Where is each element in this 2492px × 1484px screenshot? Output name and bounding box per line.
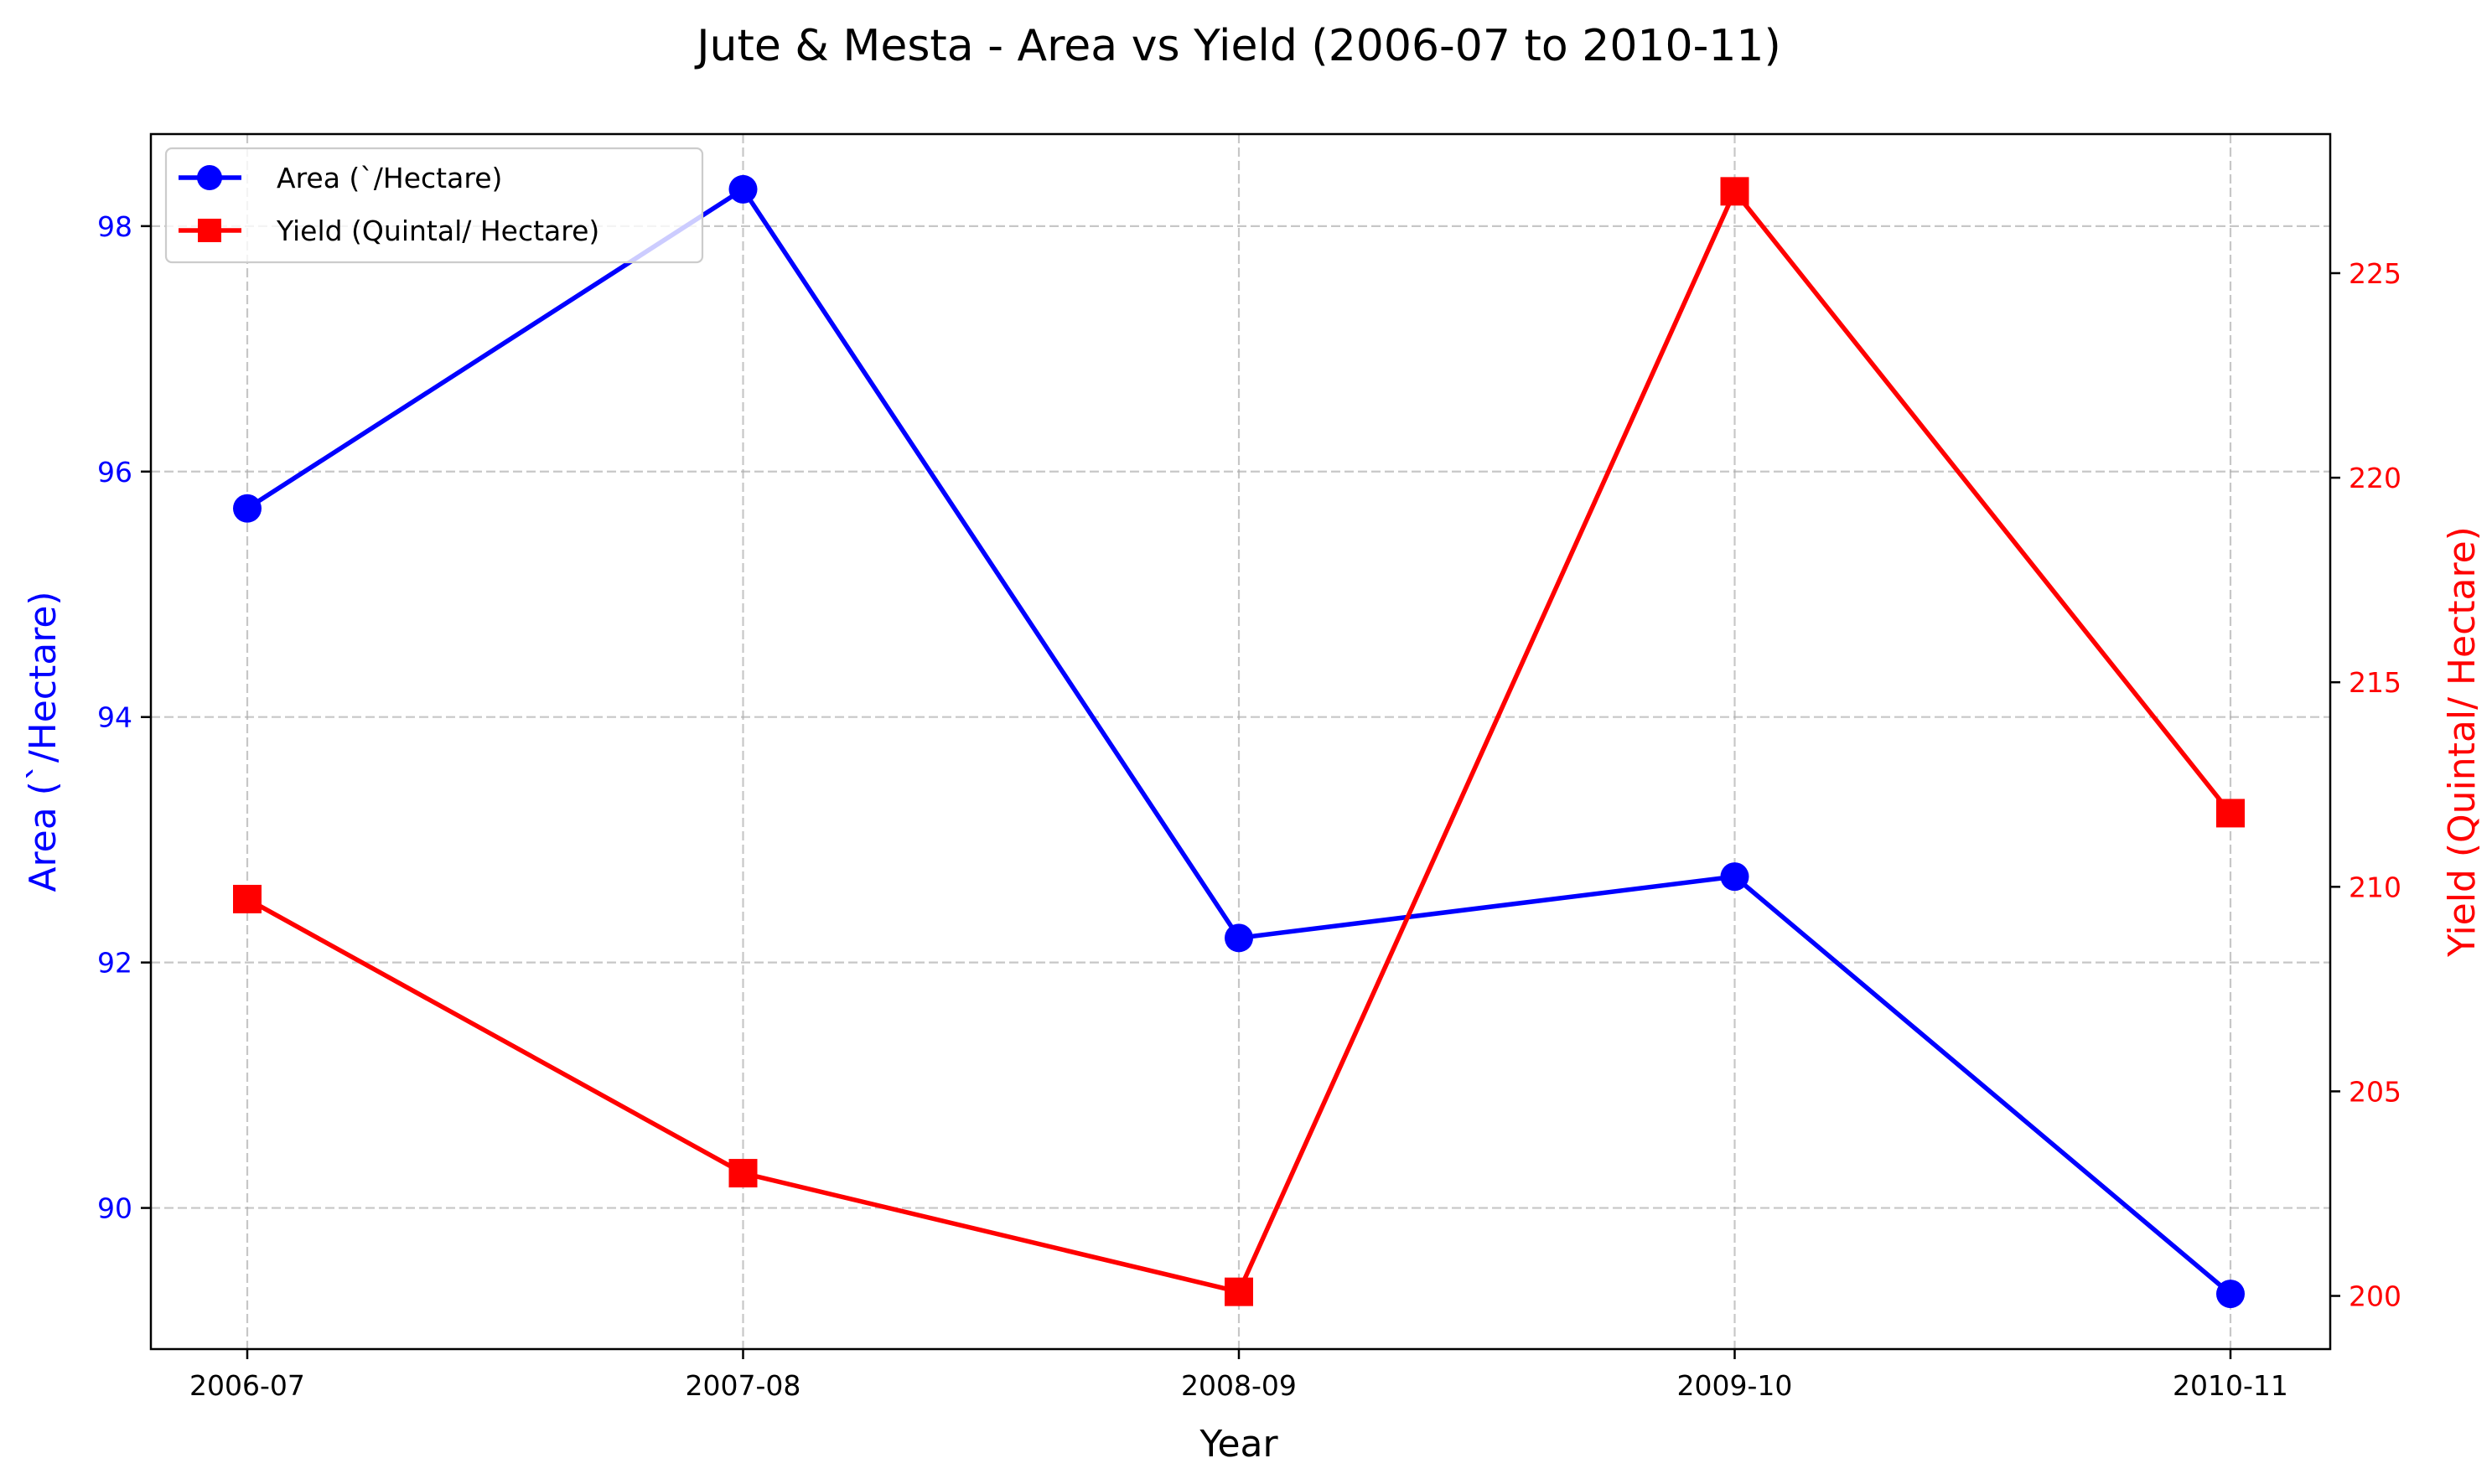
legend-marker-yield (198, 219, 221, 242)
legend: Area (`/Hectare) Yield (Quintal/ Hectare… (164, 147, 704, 264)
y-left-tick-label: 92 (97, 947, 132, 980)
x-tick-label: 2007-08 (686, 1369, 801, 1402)
x-tick-label: 2010-11 (2173, 1369, 2288, 1402)
y-axis-left: 90 92 94 96 98 (97, 210, 151, 1225)
y-right-tick-label: 200 (2349, 1280, 2401, 1313)
x-axis: 2006-07 2007-08 2008-09 2009-10 2010-11 (189, 1349, 2288, 1402)
x-tick-label: 2006-07 (189, 1369, 305, 1402)
legend-label-area: Area (`/Hectare) (277, 162, 502, 194)
y-right-tick-label: 205 (2349, 1075, 2401, 1108)
y-axis-left-label: Area (`/Hectare) (22, 591, 65, 892)
data-point-area (1720, 862, 1749, 892)
data-point-yield (1225, 1277, 1253, 1306)
data-point-area (2216, 1280, 2245, 1309)
legend-label-yield: Yield (Quintal/ Hectare) (276, 215, 599, 247)
legend-box (164, 147, 704, 264)
y-right-tick-label: 215 (2349, 666, 2401, 699)
legend-marker-area (197, 165, 222, 190)
data-point-yield (233, 884, 262, 913)
data-point-area (233, 494, 262, 523)
data-point-yield (728, 1159, 758, 1188)
y-right-tick-label: 220 (2349, 462, 2401, 494)
y-axis-right: 200 205 210 215 220 225 (2330, 257, 2401, 1313)
x-tick-label: 2008-09 (1181, 1369, 1297, 1402)
y-axis-right-label: Yield (Quintal/ Hectare) (2441, 526, 2484, 958)
data-point-yield (1720, 177, 1749, 206)
grid (151, 134, 2330, 1349)
plot-series (233, 174, 2245, 1309)
data-point-yield (2216, 799, 2245, 828)
data-point-area (1225, 923, 1253, 953)
y-left-tick-label: 90 (97, 1192, 132, 1225)
y-left-tick-label: 94 (97, 701, 132, 734)
plot-frame (149, 132, 2332, 1351)
y-right-tick-label: 210 (2349, 871, 2401, 903)
data-point-area (728, 174, 758, 204)
chart-title: Jute & Mesta - Area vs Yield (2006-07 to… (694, 21, 1781, 71)
y-left-tick-label: 96 (97, 456, 132, 489)
x-tick-label: 2009-10 (1677, 1369, 1793, 1402)
x-axis-label: Year (1199, 1423, 1278, 1466)
y-left-tick-label: 98 (97, 210, 132, 243)
y-right-tick-label: 225 (2349, 257, 2401, 290)
